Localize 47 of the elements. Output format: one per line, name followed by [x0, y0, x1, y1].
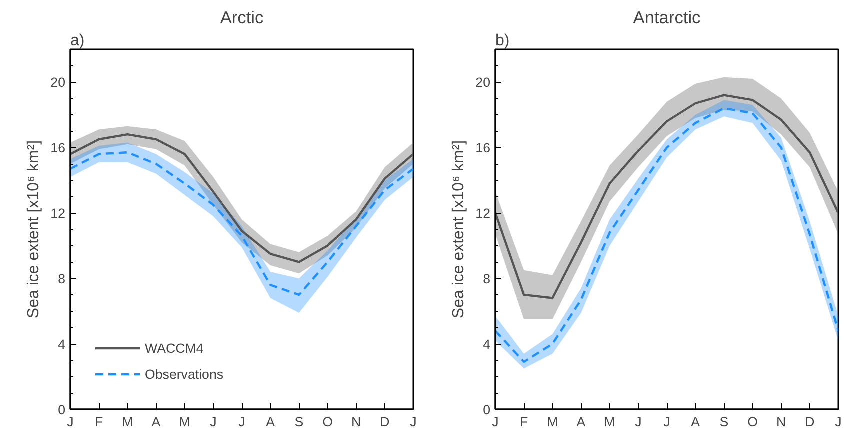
x-tick-label: N — [776, 414, 786, 430]
x-tick-label: A — [266, 414, 276, 430]
y-tick-label: 0 — [58, 402, 66, 418]
x-tick-label: M — [122, 414, 134, 430]
x-tick-label: O — [748, 414, 758, 430]
x-tick-label: F — [520, 414, 528, 430]
x-tick-label: J — [410, 414, 417, 430]
y-axis-title: Sea ice extent [x10⁶ km²] — [450, 140, 468, 319]
x-tick-label: M — [547, 414, 558, 430]
y-tick-label: 16 — [50, 140, 66, 156]
y-tick-label: 0 — [483, 402, 491, 418]
y-tick-label: 8 — [58, 272, 66, 287]
y-tick-label: 12 — [50, 206, 66, 222]
y-tick-label: 4 — [58, 337, 66, 352]
x-tick-label: J — [67, 414, 74, 430]
y-tick-label: 12 — [476, 206, 491, 222]
chart-title: Antarctic — [633, 8, 702, 28]
y-tick-label: 20 — [476, 75, 491, 90]
x-tick-label: N — [352, 414, 362, 430]
x-tick-label: O — [322, 414, 333, 430]
x-tick-label: S — [294, 414, 304, 430]
x-tick-label: J — [210, 414, 217, 430]
text: b) — [496, 32, 510, 50]
x-tick-label: J — [835, 414, 842, 430]
x-tick-label: A — [691, 414, 700, 430]
y-tick-label: 8 — [483, 272, 491, 287]
x-tick-label: D — [805, 414, 815, 430]
line-series — [496, 94, 838, 300]
x-tick-label: M — [179, 414, 190, 430]
x-tick-label: F — [95, 414, 104, 430]
x-tick-label: J — [664, 414, 670, 430]
y-tick-label: 4 — [483, 337, 492, 352]
y-tick-label: 20 — [50, 75, 66, 90]
legend-label: Observations — [145, 366, 224, 382]
x-tick-label: J — [635, 414, 642, 430]
x-tick-label: D — [380, 414, 390, 430]
x-tick-label: A — [152, 414, 161, 430]
x-tick-label: A — [576, 414, 586, 430]
x-tick-label: J — [238, 414, 246, 430]
x-tick-label: S — [720, 414, 729, 430]
x-tick-label: J — [492, 414, 499, 430]
chart-title: Arctic — [220, 8, 264, 28]
y-axis-title: Sea ice extent [x10⁶ km²] — [26, 140, 43, 319]
legend-label: WACCM4 — [145, 340, 204, 356]
x-tick-label: M — [604, 414, 616, 430]
text: a) — [70, 32, 85, 50]
y-tick-label: 16 — [476, 140, 491, 156]
